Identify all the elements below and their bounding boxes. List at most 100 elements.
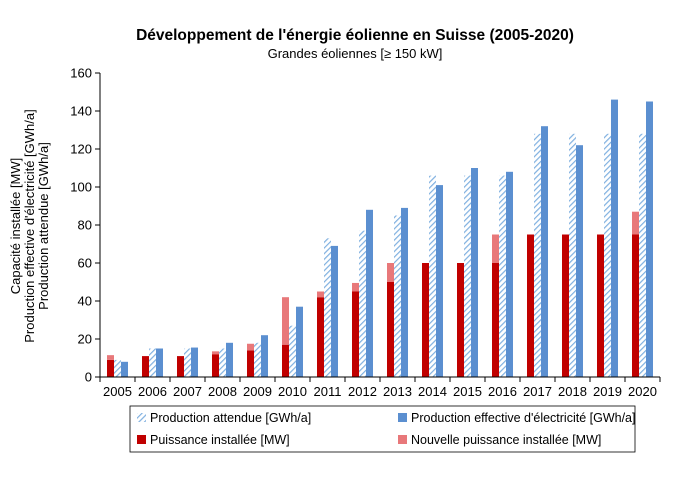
x-tick-label: 2008 xyxy=(208,384,237,399)
bar-puissance-install-e-mw-2015 xyxy=(457,263,464,377)
bar-puissance-install-e-mw-2013 xyxy=(387,282,394,377)
bar-nouvelle-puissance-install-e-mw-2020 xyxy=(632,211,639,235)
y-tick-label: 20 xyxy=(78,332,92,347)
bar-nouvelle-puissance-install-e-mw-2005 xyxy=(107,355,114,360)
x-tick-label: 2011 xyxy=(314,384,342,399)
bar-production-attendue-gwh-a-2010 xyxy=(289,325,296,377)
x-tick-label: 2007 xyxy=(173,384,202,399)
bar-production-effective-d-lectricit-gwh-a-2015 xyxy=(471,168,478,377)
legend-swatch-production-attendue xyxy=(137,413,146,422)
bar-production-attendue-gwh-a-2013 xyxy=(394,215,401,377)
y-tick-label: 60 xyxy=(78,256,92,271)
y-tick-label: 140 xyxy=(70,104,92,119)
bar-production-attendue-gwh-a-2020 xyxy=(639,133,646,377)
bar-production-attendue-gwh-a-2012 xyxy=(359,230,366,377)
y-axis-label: Capacité installée [MW] Production effec… xyxy=(8,109,51,342)
bar-production-effective-d-lectricit-gwh-a-2020 xyxy=(646,101,653,377)
bar-production-attendue-gwh-a-2017 xyxy=(534,133,541,377)
bar-production-attendue-gwh-a-2011 xyxy=(324,238,331,377)
bar-puissance-install-e-mw-2017 xyxy=(527,234,534,377)
legend-label-puissance-installee: Puissance installée [MW] xyxy=(150,433,290,447)
bar-production-effective-d-lectricit-gwh-a-2012 xyxy=(366,209,373,377)
chart-title: Développement de l'énergie éolienne en S… xyxy=(136,27,574,44)
y-tick-label: 120 xyxy=(70,142,92,157)
bar-nouvelle-puissance-install-e-mw-2010 xyxy=(282,297,289,345)
bar-puissance-install-e-mw-2014 xyxy=(422,263,429,377)
bar-puissance-install-e-mw-2008 xyxy=(212,354,219,377)
y-axis-label-line-3: Production attendue [GWh/a] xyxy=(36,142,51,310)
bar-puissance-install-e-mw-2005 xyxy=(107,359,114,377)
bars xyxy=(107,99,653,377)
x-tick-label: 2010 xyxy=(278,384,307,399)
bar-production-attendue-gwh-a-2006 xyxy=(149,348,156,377)
x-tick-label: 2006 xyxy=(138,384,167,399)
x-tick-label: 2017 xyxy=(523,384,552,399)
bar-nouvelle-puissance-install-e-mw-2009 xyxy=(247,343,254,351)
x-tick-label: 2012 xyxy=(348,384,377,399)
bar-nouvelle-puissance-install-e-mw-2012 xyxy=(352,282,359,292)
bar-production-effective-d-lectricit-gwh-a-2017 xyxy=(541,126,548,377)
bar-production-effective-d-lectricit-gwh-a-2009 xyxy=(261,335,268,377)
y-tick-label: 100 xyxy=(70,180,92,195)
y-axis: 0 20 40 60 80 100 120 140 160 xyxy=(70,66,101,385)
bar-production-effective-d-lectricit-gwh-a-2005 xyxy=(121,361,128,377)
x-tick-label: 2014 xyxy=(418,384,447,399)
bar-production-effective-d-lectricit-gwh-a-2016 xyxy=(506,171,513,377)
bar-puissance-install-e-mw-2016 xyxy=(492,263,499,377)
y-axis-label-line-2: Production effective d'électricité [GWh/… xyxy=(22,109,37,342)
bar-puissance-install-e-mw-2007 xyxy=(177,356,184,377)
legend-swatch-nouvelle-puissance xyxy=(398,435,407,444)
bar-production-effective-d-lectricit-gwh-a-2018 xyxy=(576,145,583,377)
bar-production-effective-d-lectricit-gwh-a-2008 xyxy=(226,342,233,377)
x-tick-label: 2016 xyxy=(488,384,517,399)
bar-production-effective-d-lectricit-gwh-a-2006 xyxy=(156,348,163,377)
x-tick-label: 2018 xyxy=(558,384,587,399)
y-tick-label: 160 xyxy=(70,66,92,81)
legend: Production attendue [GWh/a] Production e… xyxy=(137,411,635,447)
legend-label-nouvelle-puissance: Nouvelle puissance installée [MW] xyxy=(411,433,601,447)
bar-nouvelle-puissance-install-e-mw-2016 xyxy=(492,234,499,263)
x-axis: 2005 2006 2007 2008 2009 2010 2011 2012 2013 2014… xyxy=(99,376,661,399)
bar-nouvelle-puissance-install-e-mw-2011 xyxy=(317,291,324,298)
bar-production-effective-d-lectricit-gwh-a-2011 xyxy=(331,245,338,377)
bar-puissance-install-e-mw-2010 xyxy=(282,344,289,377)
chart-subtitle: Grandes éoliennes [≥ 150 kW] xyxy=(268,46,443,61)
bar-production-attendue-gwh-a-2018 xyxy=(569,133,576,377)
y-tick-label: 40 xyxy=(78,294,92,309)
bar-production-effective-d-lectricit-gwh-a-2010 xyxy=(296,306,303,377)
bar-production-effective-d-lectricit-gwh-a-2019 xyxy=(611,99,618,377)
legend-label-production-attendue: Production attendue [GWh/a] xyxy=(150,411,311,425)
bar-production-effective-d-lectricit-gwh-a-2014 xyxy=(436,185,443,377)
bar-production-attendue-gwh-a-2014 xyxy=(429,175,436,377)
legend-label-production-effective: Production effective d'électricité [GWh/… xyxy=(411,411,635,425)
bar-production-attendue-gwh-a-2016 xyxy=(499,175,506,377)
bar-nouvelle-puissance-install-e-mw-2013 xyxy=(387,263,394,282)
legend-swatch-puissance-installee xyxy=(137,435,146,444)
bar-puissance-install-e-mw-2019 xyxy=(597,234,604,377)
bar-nouvelle-puissance-install-e-mw-2008 xyxy=(212,351,219,355)
x-tick-label: 2019 xyxy=(593,384,622,399)
legend-swatch-production-effective xyxy=(398,413,407,422)
bar-production-effective-d-lectricit-gwh-a-2007 xyxy=(191,347,198,377)
x-tick-label: 2015 xyxy=(453,384,482,399)
bar-production-attendue-gwh-a-2015 xyxy=(464,175,471,377)
bar-puissance-install-e-mw-2011 xyxy=(317,297,324,377)
bar-puissance-install-e-mw-2020 xyxy=(632,234,639,377)
x-tick-label: 2005 xyxy=(103,384,132,399)
bar-puissance-install-e-mw-2006 xyxy=(142,356,149,377)
bar-production-effective-d-lectricit-gwh-a-2013 xyxy=(401,207,408,377)
bar-production-attendue-gwh-a-2007 xyxy=(184,348,191,377)
y-tick-label: 80 xyxy=(78,218,92,233)
bar-puissance-install-e-mw-2009 xyxy=(247,350,254,377)
bar-production-attendue-gwh-a-2005 xyxy=(114,359,121,377)
x-tick-label: 2009 xyxy=(243,384,272,399)
y-axis-label-line-1: Capacité installée [MW] xyxy=(8,158,23,295)
legend-box xyxy=(129,405,636,453)
bar-production-attendue-gwh-a-2019 xyxy=(604,133,611,377)
bar-production-attendue-gwh-a-2009 xyxy=(254,342,261,377)
bar-production-attendue-gwh-a-2008 xyxy=(219,348,226,377)
x-tick-label: 2020 xyxy=(628,384,657,399)
bar-puissance-install-e-mw-2018 xyxy=(562,234,569,377)
